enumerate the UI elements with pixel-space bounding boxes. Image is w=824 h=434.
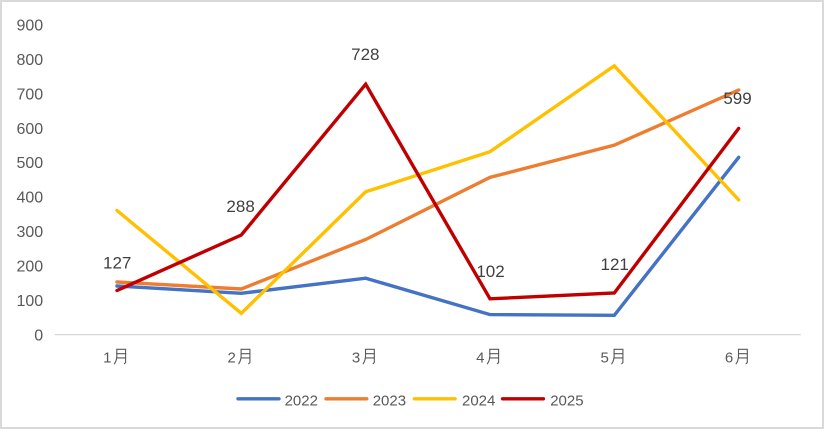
svg-text:5: 5 — [600, 350, 608, 367]
svg-text:800: 800 — [16, 52, 43, 69]
svg-text:599: 599 — [723, 89, 751, 108]
svg-text:2024: 2024 — [462, 393, 495, 410]
svg-text:728: 728 — [351, 45, 379, 64]
svg-text:400: 400 — [16, 190, 43, 207]
svg-text:700: 700 — [16, 86, 43, 103]
svg-text:2023: 2023 — [373, 393, 406, 410]
svg-text:288: 288 — [226, 197, 254, 216]
svg-text:2022: 2022 — [285, 393, 318, 410]
svg-text:2: 2 — [227, 350, 235, 367]
svg-text:500: 500 — [16, 155, 43, 172]
svg-text:0: 0 — [34, 327, 43, 344]
svg-text:2025: 2025 — [550, 393, 583, 410]
svg-text:3: 3 — [352, 350, 360, 367]
svg-text:100: 100 — [16, 293, 43, 310]
svg-text:127: 127 — [103, 254, 131, 273]
svg-text:600: 600 — [16, 121, 43, 138]
svg-text:6: 6 — [725, 350, 733, 367]
svg-text:900: 900 — [16, 18, 43, 35]
svg-text:300: 300 — [16, 224, 43, 241]
svg-text:1: 1 — [103, 350, 111, 367]
svg-text:4: 4 — [476, 350, 484, 367]
svg-text:200: 200 — [16, 258, 43, 275]
svg-text:102: 102 — [476, 262, 504, 281]
svg-text:121: 121 — [601, 255, 629, 274]
